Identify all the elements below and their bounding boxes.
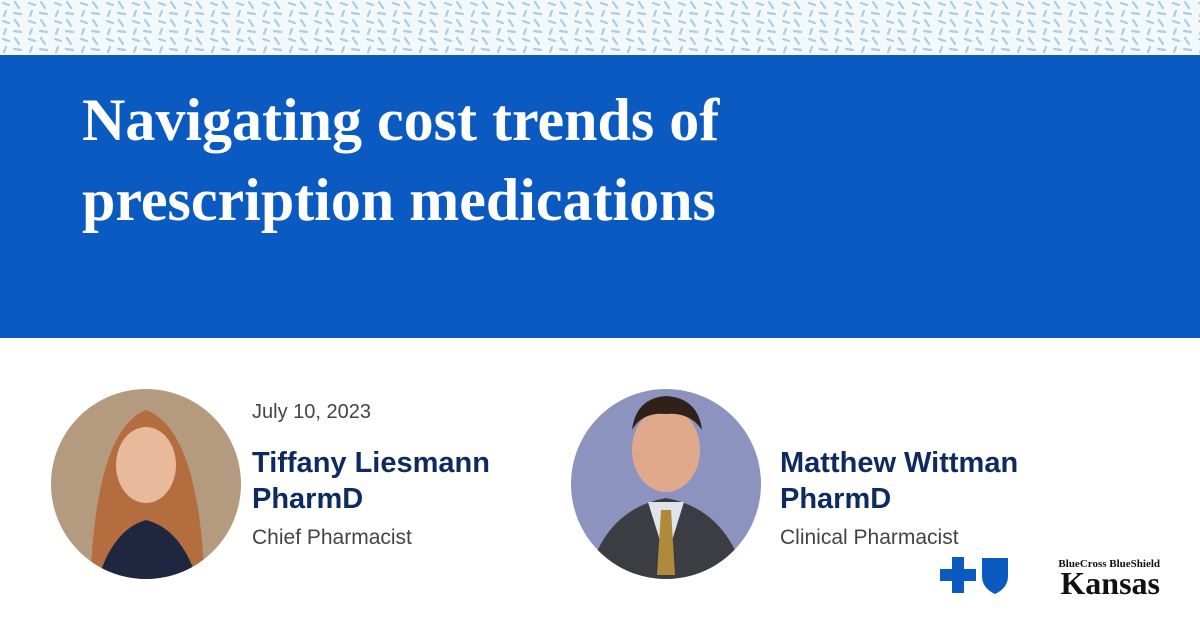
date: July 10, 2023: [252, 401, 371, 423]
title-line: Navigating cost trends of: [82, 87, 720, 153]
pattern: [0, 0, 1200, 56]
speaker-photo: [51, 389, 241, 579]
logo-region: Kansas: [1060, 565, 1160, 601]
cross-icon: [940, 557, 976, 593]
logo: BlueCross BlueShield Kansas: [940, 557, 1160, 601]
title-band: [0, 55, 1200, 338]
speaker-name: Tiffany Liesmann: [252, 447, 490, 479]
shield-icon: [982, 558, 1008, 594]
speaker-role: Clinical Pharmacist: [780, 526, 959, 549]
title-line: prescription medications: [82, 167, 716, 233]
speaker-name: Matthew Wittman: [780, 447, 1018, 479]
speaker-photo: [571, 389, 761, 579]
speaker-role: Chief Pharmacist: [252, 526, 412, 549]
speaker-credential: PharmD: [252, 483, 363, 515]
logo-brand: BlueCross BlueShield: [1058, 558, 1160, 570]
speaker-credential: PharmD: [780, 483, 891, 515]
